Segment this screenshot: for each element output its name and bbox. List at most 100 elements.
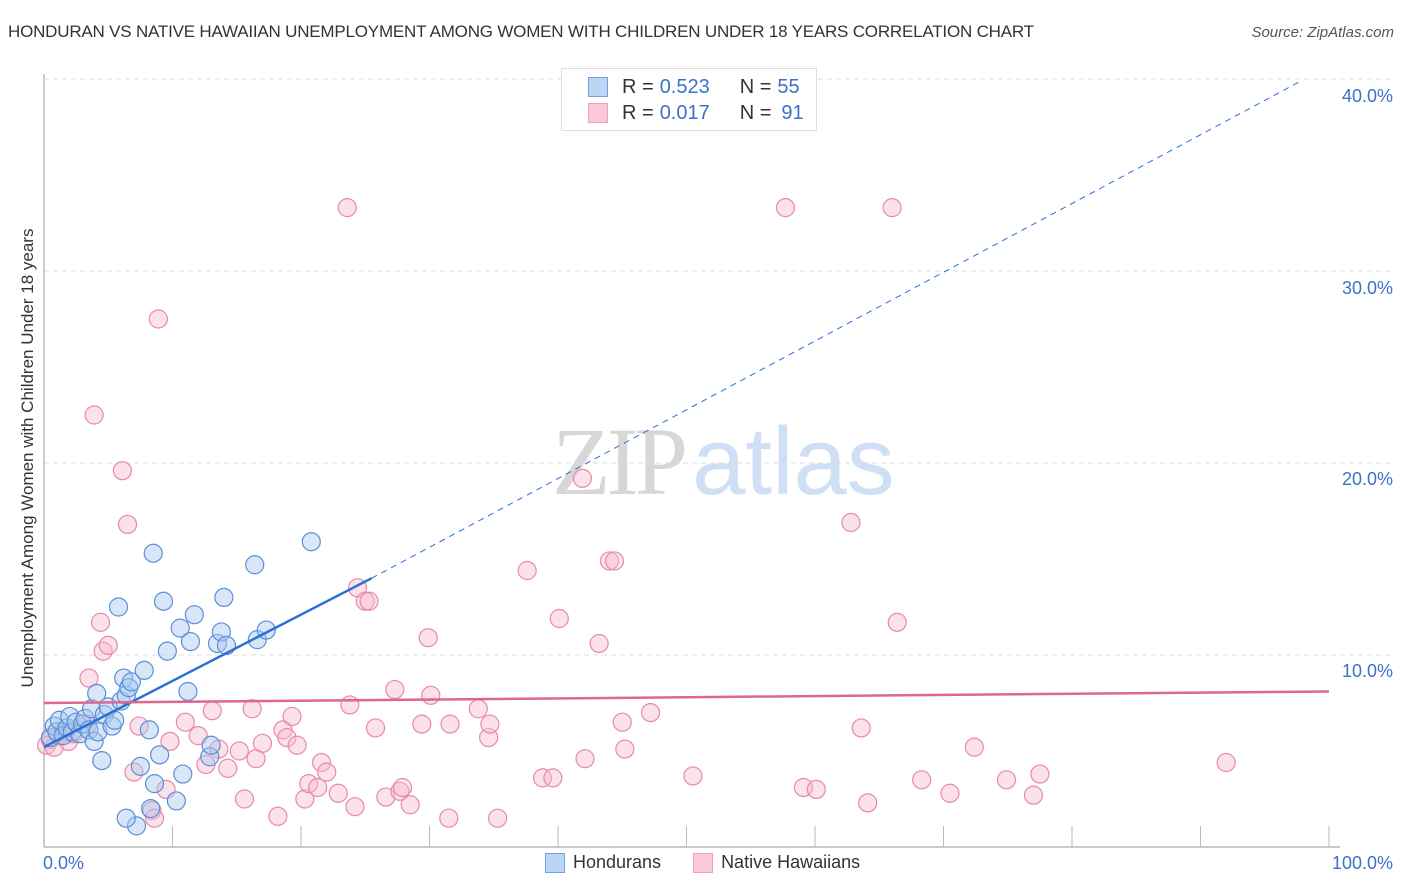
data-point-hondurans [153, 591, 174, 611]
n-label: N = [739, 75, 772, 98]
data-point-native-hawaiians [392, 777, 413, 798]
data-point-hondurans [144, 774, 165, 794]
x-tick-min: 0.0% [43, 853, 85, 873]
data-point-hondurans [184, 605, 204, 625]
n-value: 91 [781, 101, 804, 124]
data-point-native-hawaiians [640, 702, 661, 723]
y-tick-20: 20.0% [1341, 469, 1393, 489]
native-hawaiians-trend-line [43, 690, 1330, 705]
data-point-native-hawaiians [488, 808, 508, 828]
data-point-native-hawaiians [112, 461, 132, 481]
y-tick-30: 30.0% [1341, 278, 1393, 298]
data-point-hondurans [116, 808, 136, 828]
data-point-native-hawaiians [175, 712, 195, 732]
data-point-native-hawaiians [887, 612, 907, 632]
hondurans-trend-extension [371, 80, 1302, 579]
data-point-native-hawaiians [615, 739, 635, 759]
data-point-native-hawaiians [532, 768, 553, 788]
data-point-hondurans [180, 631, 201, 652]
data-point-native-hawaiians [148, 309, 168, 329]
data-point-native-hawaiians [400, 795, 420, 815]
data-point-native-hawaiians [328, 783, 348, 803]
data-point-hondurans [178, 681, 198, 702]
legend-row-native-hawaiians: R = 0.017 N = 91 [588, 101, 804, 125]
data-point-native-hawaiians [841, 512, 861, 533]
data-point-native-hawaiians [93, 641, 113, 661]
data-point-native-hawaiians [440, 714, 460, 734]
data-point-native-hawaiians [612, 712, 632, 732]
data-point-native-hawaiians [160, 731, 180, 752]
r-value: 0.523 [659, 75, 710, 98]
data-point-native-hawaiians [376, 787, 396, 807]
series-legend: Hondurans Native Hawaiians [545, 852, 892, 873]
data-point-native-hawaiians [912, 770, 932, 790]
data-point-native-hawaiians [188, 726, 208, 746]
data-point-native-hawaiians [421, 685, 441, 705]
data-point-native-hawaiians [599, 551, 620, 571]
data-point-native-hawaiians [604, 551, 625, 571]
native-hawaiians-swatch-icon [693, 852, 714, 873]
y-tick-10: 10.0% [1341, 661, 1393, 681]
data-point-native-hawaiians [1030, 764, 1050, 784]
data-point-native-hawaiians [1216, 752, 1236, 773]
data-point-native-hawaiians [575, 749, 595, 769]
data-point-native-hawaiians [345, 797, 365, 817]
data-point-native-hawaiians [144, 808, 165, 828]
legend-item-hondurans[interactable]: Hondurans [545, 852, 661, 873]
data-point-native-hawaiians [439, 808, 459, 828]
data-point-native-hawaiians [218, 758, 238, 778]
data-point-native-hawaiians [549, 608, 569, 629]
r-label: R = [622, 75, 654, 98]
legend-label-native-hawaiians: Native Hawaiians [721, 852, 861, 872]
data-point-hondurans [150, 745, 170, 765]
data-point-native-hawaiians [98, 635, 118, 656]
data-point-hondurans [126, 816, 147, 836]
source-label: Source: ZipAtlas.com [1251, 24, 1394, 41]
data-point-native-hawaiians [996, 770, 1017, 790]
data-point-native-hawaiians [964, 737, 984, 757]
data-point-native-hawaiians [295, 789, 315, 809]
r-label: R = [622, 101, 654, 124]
legend-item-native-hawaiians[interactable]: Native Hawaiians [693, 852, 860, 873]
data-point-native-hawaiians [1023, 785, 1044, 805]
data-point-hondurans [214, 587, 234, 608]
data-point-hondurans [157, 641, 177, 661]
data-point-native-hawaiians [268, 806, 288, 826]
data-point-native-hawaiians [234, 789, 255, 809]
y-tick-40: 40.0% [1341, 86, 1393, 106]
data-point-native-hawaiians [317, 762, 337, 782]
data-point-native-hawaiians [252, 733, 273, 753]
data-point-native-hawaiians [517, 560, 537, 581]
data-point-native-hawaiians [308, 777, 328, 798]
data-point-native-hawaiians [683, 766, 703, 786]
native-hawaiians-points [36, 198, 1236, 828]
hondurans-swatch-icon [545, 852, 565, 873]
trend-lines [43, 80, 1330, 749]
hondurans-trend-line [43, 577, 373, 749]
data-point-native-hawaiians [412, 714, 432, 734]
data-point-native-hawaiians [287, 735, 307, 755]
data-point-hondurans [108, 597, 129, 617]
data-point-native-hawaiians [117, 514, 138, 535]
data-point-native-hawaiians [202, 701, 222, 721]
watermark-atlas: atlas [692, 408, 895, 515]
data-point-native-hawaiians [385, 679, 405, 700]
data-point-hondurans [173, 764, 193, 784]
data-point-native-hawaiians [242, 699, 262, 719]
data-point-native-hawaiians [858, 793, 878, 813]
data-point-native-hawaiians [882, 198, 902, 218]
data-point-native-hawaiians [129, 716, 149, 736]
data-point-hondurans [141, 798, 161, 819]
data-point-native-hawaiians [229, 741, 249, 761]
data-point-native-hawaiians [940, 783, 960, 803]
legend-row-hondurans: R = 0.523 N = 55 [588, 75, 800, 99]
watermark-zip: ZIP [552, 408, 688, 515]
data-point-hondurans [166, 791, 186, 811]
y-axis-label: Unemployment Among Women with Children U… [18, 228, 37, 688]
data-point-hondurans [245, 555, 265, 575]
data-point-hondurans [121, 672, 141, 692]
data-point-native-hawaiians [277, 727, 297, 748]
data-point-native-hawaiians [775, 198, 796, 218]
data-point-hondurans [49, 710, 70, 730]
